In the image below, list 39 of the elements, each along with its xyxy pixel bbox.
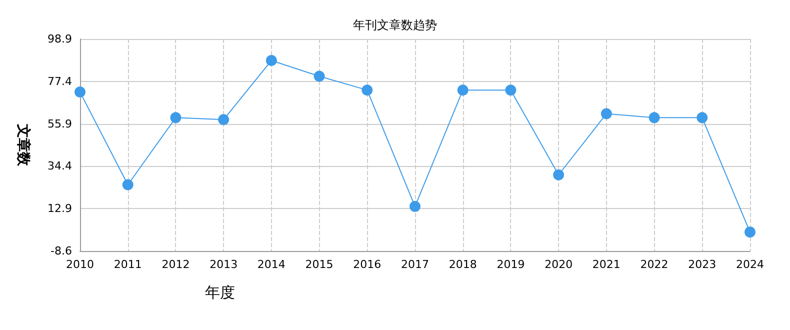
point — [170, 112, 182, 124]
x-tick-label: 2020 — [544, 258, 573, 271]
x-tick-label: 2016 — [353, 258, 382, 271]
point — [314, 70, 325, 82]
x-tick-label: 2017 — [401, 258, 429, 271]
x-tick-label: 2014 — [257, 258, 286, 271]
point — [600, 108, 612, 120]
x-tick-label: 2023 — [688, 258, 716, 271]
x-tick-label: 2019 — [496, 258, 525, 271]
y-tick-label: 12.9 — [48, 202, 72, 216]
x-tick-label: 2018 — [448, 258, 477, 271]
point — [696, 112, 708, 124]
point — [553, 169, 564, 180]
y-tick-label: 98.9 — [48, 32, 72, 46]
point — [74, 86, 86, 98]
x-axis-title: 年度 — [205, 284, 235, 302]
x-tick-label: 2010 — [66, 258, 94, 271]
point — [457, 84, 468, 96]
point — [266, 55, 277, 66]
point — [505, 84, 516, 96]
x-tick-label: 2015 — [305, 258, 334, 271]
y-tick-label: 34.4 — [48, 160, 72, 173]
point — [218, 114, 230, 126]
y-axis-title: 文章数 — [15, 123, 32, 167]
point — [648, 112, 660, 124]
point — [410, 200, 420, 212]
x-tick-label: 2012 — [162, 258, 190, 271]
x-tick-label: 2011 — [114, 258, 142, 271]
y-tick-label: 77.4 — [48, 74, 72, 88]
chart-title: 年刊文章数趋势 — [353, 18, 437, 32]
y-tick-label: -8.6 — [50, 244, 72, 258]
point — [744, 226, 756, 238]
x-tick-label: 2021 — [592, 258, 620, 271]
x-tick-label: 2024 — [736, 258, 764, 271]
y-tick-label: 55.9 — [48, 117, 72, 130]
point — [122, 179, 134, 190]
point — [362, 84, 373, 96]
x-tick-label: 2013 — [210, 258, 238, 271]
x-tick-label: 2022 — [640, 258, 668, 271]
